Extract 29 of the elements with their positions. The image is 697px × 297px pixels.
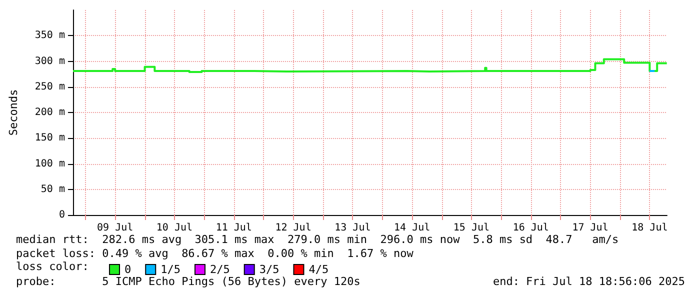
y-tick-label: 350 m: [34, 30, 65, 42]
x-tick-label: 13 Jul: [334, 222, 371, 234]
legend-label: 4/5: [308, 263, 329, 276]
text: probe: 5 ICMP Echo Pings (56 Bytes) every 120s: [16, 275, 360, 288]
x-tick-label: 14 Jul: [394, 222, 430, 234]
x-tick-label: 09 Jul: [97, 222, 134, 234]
legend-label: 3/5: [259, 263, 280, 276]
y-axis-title: Seconds: [7, 89, 20, 136]
y-tick-label: 200 m: [34, 107, 65, 118]
x-tick-label: 10 Jul: [156, 222, 193, 234]
text: median rtt: 282.6 ms avg 305.1 ms max 279.0 ms min 296.0 ms now 5.8 ms sd 48.7 am/s: [16, 233, 619, 246]
y-tick-label: 0: [58, 210, 65, 220]
legend-label: 1/5: [160, 263, 180, 276]
legend-label: 0: [124, 263, 132, 276]
x-tick-label: 15 Jul: [453, 222, 490, 234]
y-tick-label: 100 m: [34, 158, 65, 170]
y-tick-label: 300 m: [34, 56, 65, 67]
x-tick-label: 12 Jul: [275, 222, 312, 234]
legend-label: 2/5: [210, 263, 230, 276]
text: end: Fri Jul 18 18:56:06 2025: [492, 275, 686, 288]
text: packet loss: 0.49 % avg 86.67 % max 0.00 % min 1.67 % now: [16, 247, 414, 260]
legend-title: loss color:: [16, 260, 89, 273]
y-tick-label: 150 m: [34, 132, 65, 144]
y-tick-label: 250 m: [34, 81, 65, 92]
x-tick-label: 11 Jul: [216, 222, 252, 234]
x-tick-label: 17 Jul: [572, 222, 608, 234]
y-tick-label: 50 m: [40, 184, 65, 195]
x-tick-label: 18 Jul: [632, 222, 668, 234]
x-tick-label: 16 Jul: [512, 222, 549, 234]
